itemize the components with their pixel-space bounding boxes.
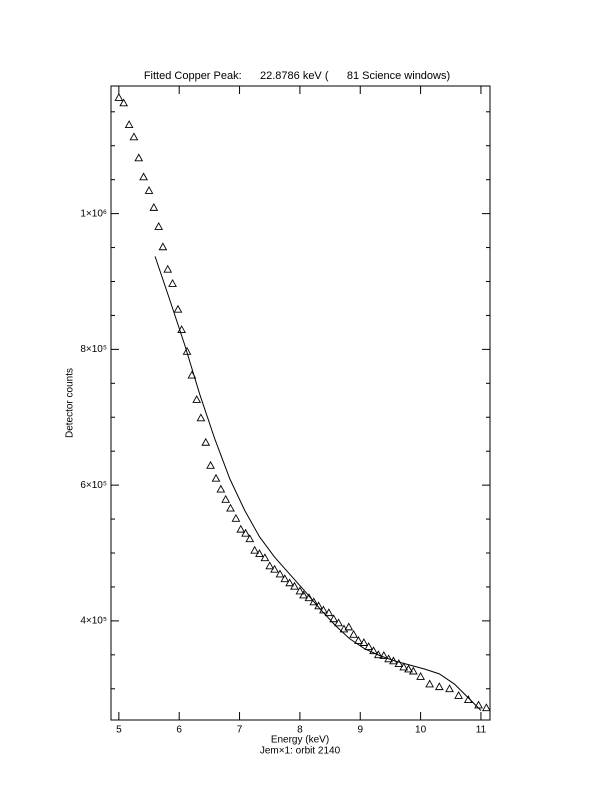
data-point bbox=[134, 153, 144, 162]
x-tick-label: 5 bbox=[116, 725, 122, 736]
y-tick-label: 8×10⁵ bbox=[80, 344, 107, 355]
data-point bbox=[231, 513, 241, 522]
data-point bbox=[119, 98, 129, 107]
data-point bbox=[129, 132, 139, 141]
data-point bbox=[260, 553, 270, 562]
data-point bbox=[245, 534, 255, 543]
data-point bbox=[226, 503, 235, 512]
x-tick-label: 10 bbox=[415, 725, 427, 736]
data-point bbox=[354, 636, 363, 644]
data-point bbox=[364, 642, 374, 651]
data-point bbox=[408, 666, 418, 675]
data-point bbox=[334, 618, 343, 627]
data-point bbox=[158, 242, 168, 251]
data-point bbox=[270, 564, 279, 573]
data-point bbox=[139, 172, 148, 181]
chart-title: Fitted Copper Peak: 22.8786 keV ( 81 Sci… bbox=[144, 70, 450, 82]
y-tick-label: 1×10⁶ bbox=[80, 208, 107, 219]
data-point bbox=[399, 662, 409, 671]
data-point bbox=[329, 614, 339, 623]
data-point bbox=[416, 672, 425, 680]
data-point bbox=[434, 682, 444, 691]
data-point bbox=[124, 120, 134, 129]
data-point bbox=[389, 656, 398, 665]
data-point bbox=[349, 629, 358, 638]
data-point bbox=[394, 659, 404, 667]
data-point bbox=[168, 279, 177, 287]
data-point bbox=[445, 684, 454, 693]
x-tick-label: 9 bbox=[357, 725, 363, 736]
data-point bbox=[359, 638, 369, 646]
y-tick-label: 6×10⁵ bbox=[80, 480, 107, 491]
fit-line bbox=[154, 256, 482, 711]
data-point bbox=[173, 304, 183, 313]
data-point bbox=[324, 608, 334, 617]
x-tick-label: 8 bbox=[297, 725, 303, 736]
x-axis-label: Energy (keV) bbox=[271, 735, 329, 746]
data-point bbox=[309, 597, 319, 606]
x-tick-label: 7 bbox=[237, 725, 243, 736]
data-point bbox=[344, 622, 354, 631]
data-point bbox=[216, 484, 226, 493]
subtitle: Jem×1: orbit 2140 bbox=[260, 746, 341, 757]
data-point bbox=[275, 569, 285, 578]
data-point bbox=[154, 221, 164, 230]
plot-frame bbox=[110, 85, 491, 721]
data-point bbox=[114, 93, 124, 101]
data-point bbox=[299, 590, 308, 599]
y-tick-label: 4×10⁵ bbox=[80, 616, 107, 627]
data-point bbox=[265, 561, 275, 570]
data-point bbox=[295, 586, 305, 595]
data-point bbox=[236, 524, 246, 533]
data-point bbox=[425, 679, 435, 688]
data-point bbox=[192, 395, 202, 403]
data-point bbox=[149, 202, 159, 211]
data-point bbox=[404, 664, 413, 673]
data-point bbox=[241, 528, 250, 537]
x-tick-label: 6 bbox=[176, 725, 182, 736]
data-point bbox=[379, 650, 389, 659]
data-point bbox=[201, 437, 211, 446]
x-tick-label: 11 bbox=[476, 725, 487, 736]
data-point bbox=[280, 574, 290, 583]
data-point bbox=[454, 691, 463, 699]
data-point bbox=[369, 646, 378, 655]
data-point bbox=[206, 460, 215, 469]
data-point bbox=[290, 581, 299, 590]
data-point bbox=[221, 494, 231, 503]
data-point bbox=[482, 703, 491, 712]
data-point bbox=[182, 346, 192, 355]
data-point bbox=[255, 549, 264, 558]
data-point bbox=[285, 578, 295, 587]
data-point bbox=[144, 186, 154, 194]
data-point bbox=[163, 264, 173, 273]
data-point bbox=[250, 545, 259, 554]
data-point bbox=[211, 473, 221, 482]
data-point bbox=[196, 413, 206, 422]
y-axis-label: Detector counts bbox=[65, 368, 76, 438]
